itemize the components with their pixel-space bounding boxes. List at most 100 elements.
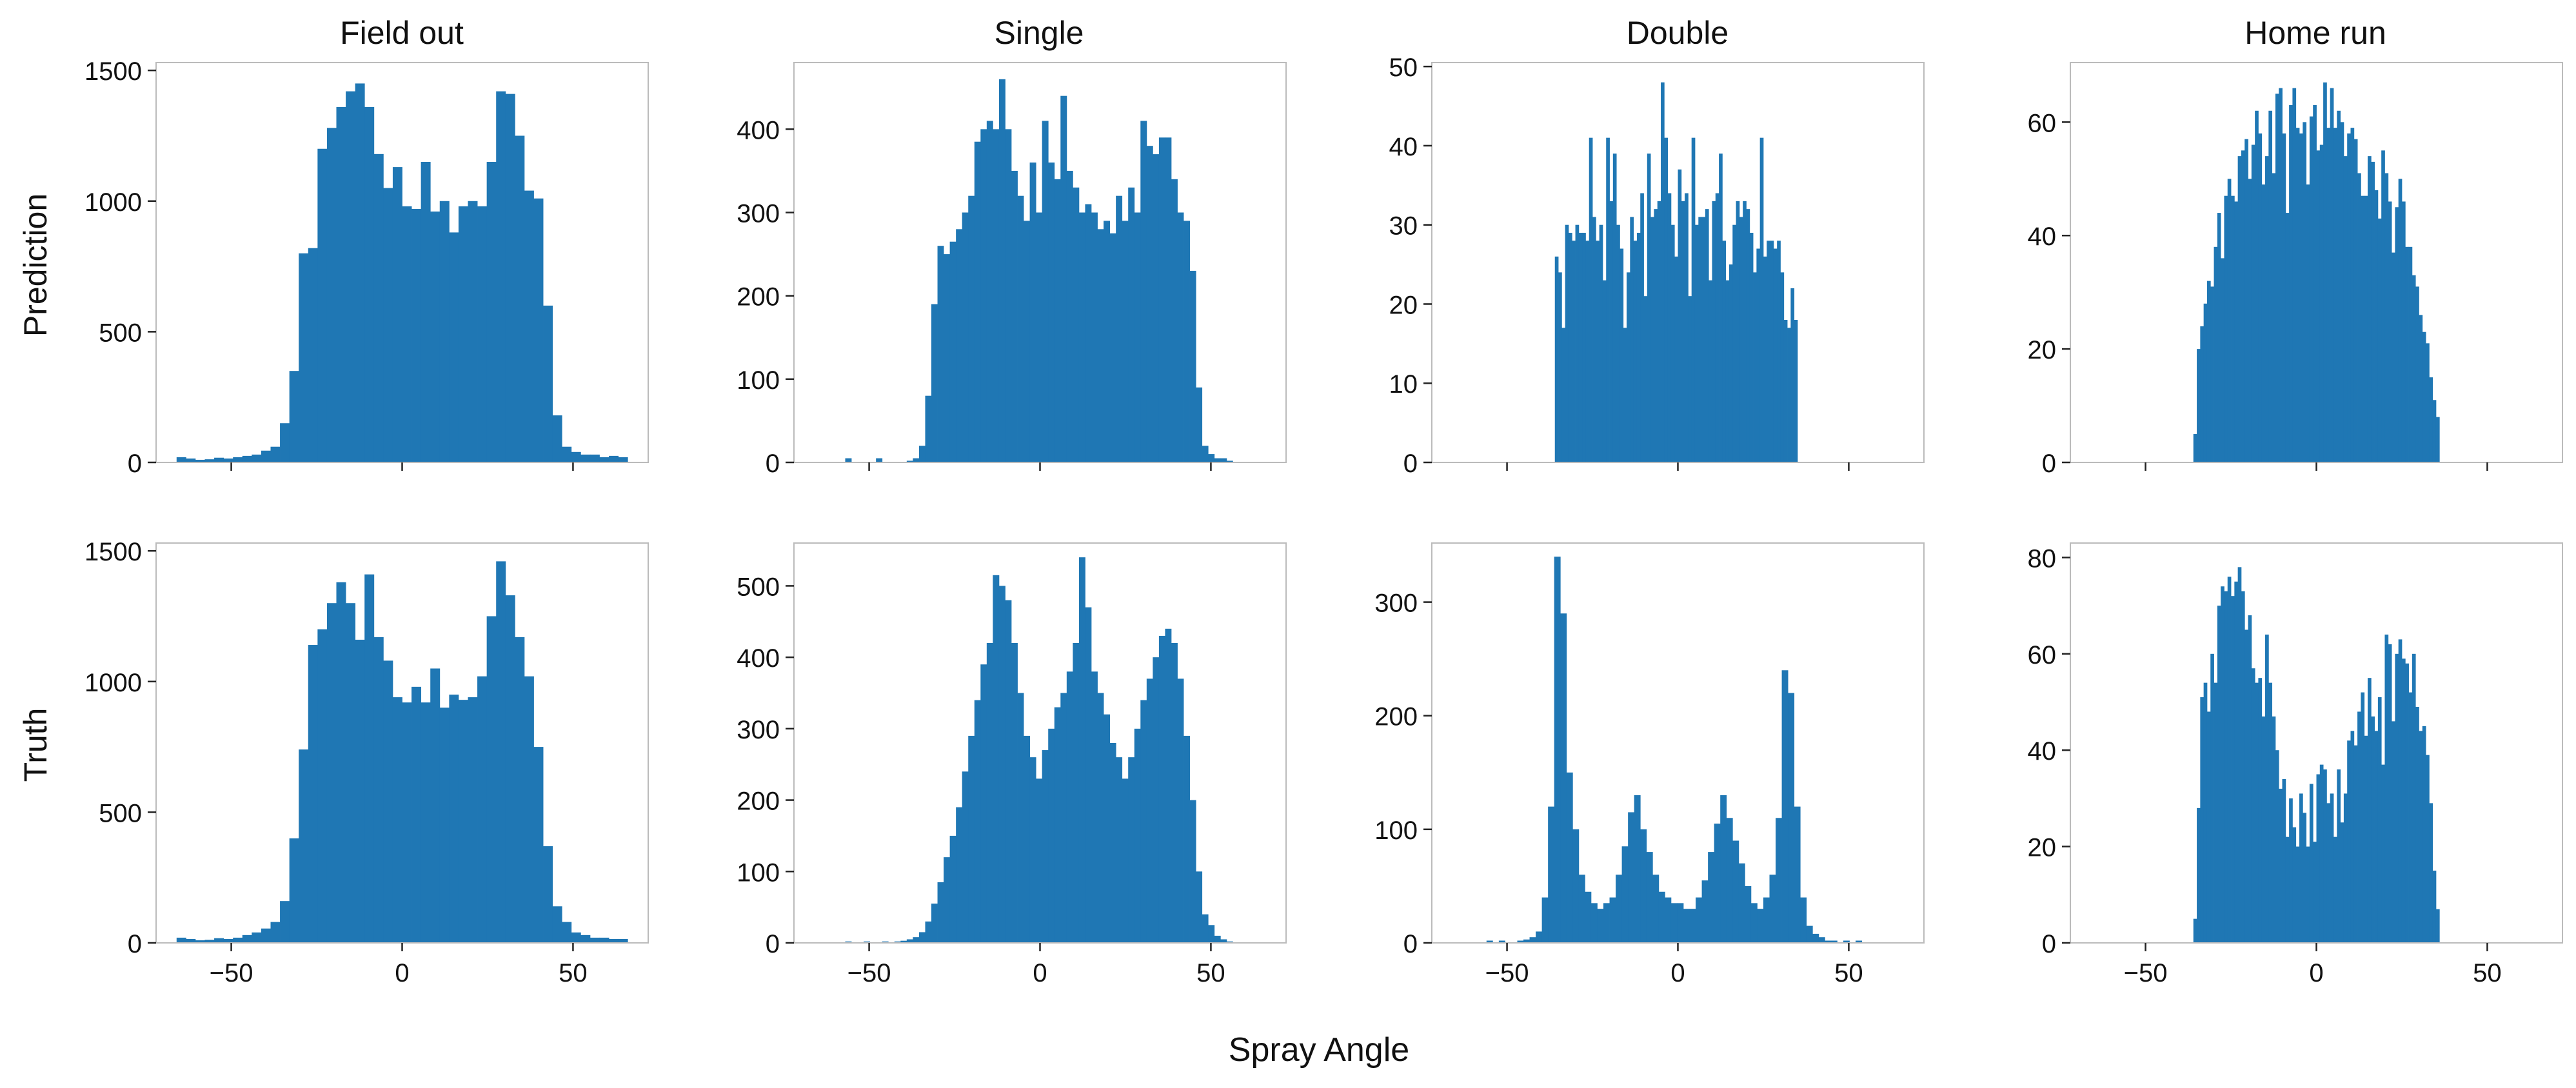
panel-prediction-double: 0 10 20 30 40 50 — [1389, 54, 1925, 478]
histogram-bar — [486, 161, 497, 463]
histogram-bar — [2217, 213, 2221, 462]
histogram-bar — [2275, 94, 2279, 462]
histogram-bar — [962, 212, 969, 462]
x-tick-label: 50 — [559, 959, 588, 987]
histogram-bar — [1158, 137, 1165, 462]
histogram-bar — [2265, 634, 2269, 943]
histogram-bar — [1609, 201, 1614, 462]
histogram-bar — [1116, 757, 1123, 943]
y-tick-label: 0 — [2042, 450, 2056, 478]
histogram-bar — [2193, 434, 2197, 462]
histogram-bar — [1664, 137, 1669, 462]
histogram-bar — [1776, 818, 1782, 943]
histogram-bar — [2326, 128, 2331, 462]
histogram-bar — [1585, 241, 1590, 462]
histogram-bar — [439, 707, 450, 943]
histogram-bar — [2422, 331, 2426, 462]
histogram-bar — [906, 939, 913, 943]
histogram-bar — [1146, 146, 1153, 463]
histogram-bar — [1024, 735, 1031, 943]
histogram-bar — [214, 938, 224, 943]
histogram-bar — [2419, 731, 2423, 943]
histogram-bar — [2364, 735, 2368, 943]
histogram-bar — [326, 128, 337, 462]
histogram-bar — [1582, 232, 1586, 462]
histogram-bar — [204, 459, 215, 462]
histogram-bar — [1646, 852, 1653, 943]
histogram-bar — [1202, 914, 1209, 943]
histogram-bar — [280, 423, 290, 462]
histogram-bar — [2415, 286, 2419, 462]
histogram-bar — [1572, 829, 1580, 943]
histogram-bar — [1171, 179, 1178, 462]
histogram-bar — [1158, 635, 1165, 943]
histogram-bar — [2268, 682, 2273, 943]
histogram-bar — [2306, 184, 2310, 462]
histogram-bar — [1812, 933, 1819, 943]
histogram-bar — [2303, 813, 2307, 943]
histogram-bar — [289, 371, 299, 462]
histogram-bar — [1681, 201, 1685, 462]
histogram-bar — [2381, 150, 2385, 462]
histogram-bar — [1153, 657, 1160, 943]
histogram-bar — [1572, 241, 1576, 462]
histogram-bar — [2367, 156, 2372, 463]
histogram-bar — [552, 906, 562, 943]
histogram-bar — [1657, 201, 1661, 462]
histogram-bar — [2395, 653, 2399, 943]
histogram-bar — [998, 79, 1006, 462]
histogram-bar — [1749, 232, 1754, 462]
histogram-bar — [1134, 212, 1141, 462]
histogram-bar — [317, 629, 328, 943]
histogram-bar — [1122, 221, 1129, 462]
histogram-bar — [373, 637, 384, 943]
y-tick-label: 0 — [1403, 450, 1418, 478]
histogram-bar — [2261, 184, 2266, 462]
histogram-bar — [1705, 209, 1709, 462]
histogram-bar — [2272, 716, 2276, 943]
histogram-bar — [2279, 788, 2283, 943]
histogram-bar — [1060, 95, 1067, 463]
histogram-bar — [392, 697, 402, 943]
histogram-bar — [2384, 634, 2389, 943]
histogram-bar — [1688, 296, 1692, 462]
histogram-bar — [2384, 173, 2389, 462]
histogram-bar — [1560, 613, 1567, 943]
histogram-bar — [1745, 885, 1752, 943]
histogram-bar — [2258, 133, 2263, 462]
histogram-bar — [2432, 870, 2437, 943]
histogram-bar — [2200, 697, 2204, 943]
histogram-bar — [2275, 750, 2279, 943]
histogram-bar — [280, 901, 290, 943]
histogram-bar — [956, 807, 963, 943]
histogram-bar — [2197, 807, 2201, 943]
histogram-bar — [580, 454, 591, 462]
histogram-bar — [1104, 714, 1110, 943]
histogram-bar — [458, 700, 468, 943]
histogram-bar — [944, 857, 951, 943]
histogram-bar — [956, 229, 963, 462]
histogram-bar — [1790, 288, 1795, 462]
histogram-bar — [1769, 875, 1776, 943]
histogram-bar — [876, 458, 883, 462]
histogram-bar — [1578, 232, 1583, 462]
histogram-bar — [1667, 193, 1672, 462]
col-title-field-out: Field out — [340, 15, 464, 51]
histogram-bar — [980, 664, 987, 943]
histogram-bar — [2319, 144, 2324, 462]
histogram-bar — [2422, 726, 2426, 943]
histogram-bar — [2309, 116, 2313, 463]
histogram-bar — [1048, 163, 1055, 462]
histogram-bar — [998, 586, 1006, 943]
histogram-bar — [590, 937, 600, 943]
histogram-bar — [223, 458, 233, 462]
histogram-bar — [1578, 875, 1585, 943]
y-tick-label: 0 — [128, 930, 142, 958]
histogram-bar — [1652, 875, 1660, 943]
histogram-bar — [1498, 940, 1505, 943]
histogram-bar — [571, 451, 581, 462]
histogram-bar — [2255, 110, 2259, 462]
histogram-bar — [1165, 137, 1172, 462]
histogram-bar — [2395, 207, 2399, 462]
histogram-bar — [2193, 918, 2197, 943]
